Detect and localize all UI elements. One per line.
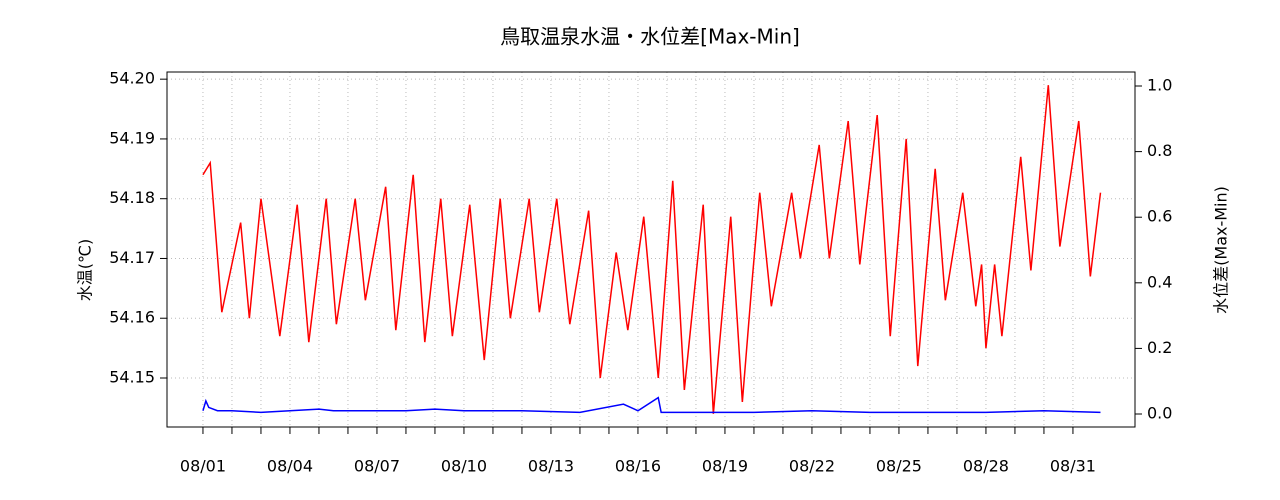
y2-tick-label: 0.0 bbox=[1147, 404, 1172, 423]
data-line bbox=[202, 85, 1102, 414]
y2-axis-label: 水位差(Max-Min) bbox=[1212, 186, 1231, 314]
x-tick-label: 08/16 bbox=[615, 457, 661, 476]
y2-tick-label: 1.0 bbox=[1147, 76, 1172, 95]
y-tick-label: 54.18 bbox=[109, 188, 155, 207]
y-tick-label: 54.19 bbox=[109, 128, 155, 147]
x-tick-label: 08/10 bbox=[441, 457, 487, 476]
x-tick-label: 08/31 bbox=[1050, 457, 1096, 476]
x-tick-label: 08/04 bbox=[267, 457, 313, 476]
y2-tick-label: 0.8 bbox=[1147, 141, 1172, 160]
y2-tick-label: 0.6 bbox=[1147, 207, 1172, 226]
y-tick-label: 54.15 bbox=[109, 367, 155, 386]
x-tick-label: 08/22 bbox=[789, 457, 835, 476]
y-tick-label: 54.17 bbox=[109, 248, 155, 267]
x-tick-label: 08/07 bbox=[354, 457, 400, 476]
chart-title: 鳥取温泉水温・水位差[Max-Min] bbox=[500, 25, 800, 49]
y2-tick-label: 0.2 bbox=[1147, 338, 1172, 357]
x-tick-label: 08/25 bbox=[876, 457, 922, 476]
data-line bbox=[202, 396, 1101, 414]
plot-frame bbox=[166, 71, 1136, 428]
y-axis-label: 水温(℃) bbox=[76, 239, 95, 301]
x-tick-label: 08/01 bbox=[180, 457, 226, 476]
y-tick-label: 54.16 bbox=[109, 308, 155, 327]
y-tick-label: 54.20 bbox=[109, 69, 155, 88]
x-tick-label: 08/28 bbox=[963, 457, 1009, 476]
y2-tick-label: 0.4 bbox=[1147, 272, 1172, 291]
x-tick-label: 08/19 bbox=[702, 457, 748, 476]
x-tick-label: 08/13 bbox=[528, 457, 574, 476]
